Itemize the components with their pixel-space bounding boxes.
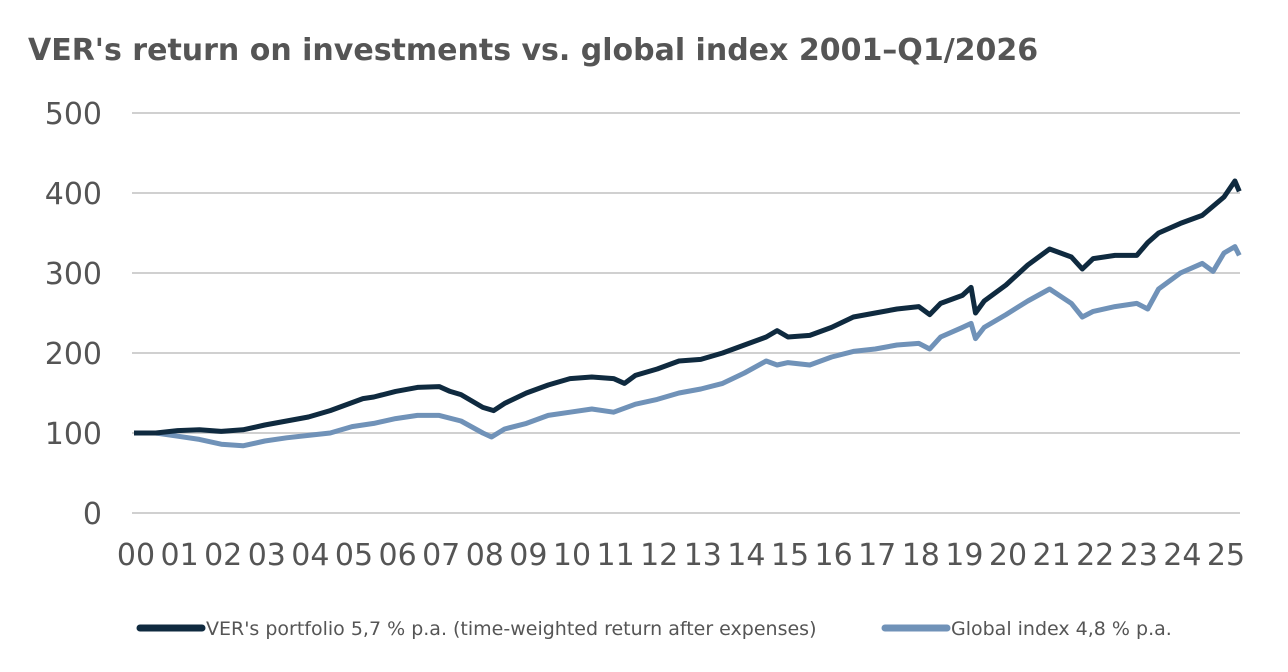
- x-tick-label: 24: [1163, 538, 1201, 573]
- x-tick-label: 25: [1207, 538, 1245, 573]
- x-tick-label: 06: [379, 538, 417, 573]
- series-line-1: [134, 244, 1242, 449]
- x-tick-label: 21: [1033, 538, 1071, 573]
- x-tick-label: 13: [684, 538, 722, 573]
- x-tick-label: 12: [640, 538, 678, 573]
- y-tick-label: 200: [45, 337, 102, 372]
- x-tick-label: 05: [335, 538, 373, 573]
- x-tick-label: 07: [422, 538, 460, 573]
- x-tick-label: 18: [902, 538, 940, 573]
- x-tick-label: 01: [161, 538, 199, 573]
- x-tick-label: 15: [771, 538, 809, 573]
- x-tick-label: 16: [815, 538, 853, 573]
- x-tick-label: 00: [117, 538, 155, 573]
- x-tick-label: 20: [989, 538, 1027, 573]
- x-tick-label: 08: [466, 538, 504, 573]
- x-tick-label: 10: [553, 538, 591, 573]
- y-tick-label: 500: [45, 97, 102, 132]
- x-tick-label: 17: [858, 538, 896, 573]
- y-tick-label: 0: [83, 497, 102, 532]
- series-line-0: [134, 178, 1242, 436]
- x-tick-label: 11: [597, 538, 635, 573]
- x-tick-label: 19: [945, 538, 983, 573]
- x-tick-label: 03: [248, 538, 286, 573]
- x-tick-label: 22: [1076, 538, 1114, 573]
- y-tick-label: 300: [45, 257, 102, 292]
- y-tick-label: 100: [45, 417, 102, 452]
- x-tick-label: 02: [204, 538, 242, 573]
- x-tick-label: 09: [509, 538, 547, 573]
- x-tick-label: 04: [291, 538, 329, 573]
- x-tick-label: 14: [727, 538, 765, 573]
- x-tick-label: 23: [1120, 538, 1158, 573]
- legend-label: VER's portfolio 5,7 % p.a. (time-weighte…: [206, 618, 816, 640]
- chart-title: VER's return on investments vs. global i…: [28, 33, 1038, 68]
- y-tick-label: 400: [45, 177, 102, 212]
- legend-label: Global index 4,8 % p.a.: [951, 618, 1172, 640]
